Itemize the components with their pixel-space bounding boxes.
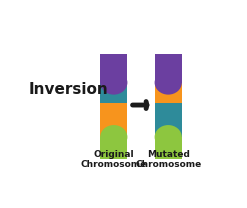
Bar bbox=[100, 71, 127, 83]
Text: Original
Chromosome: Original Chromosome bbox=[81, 150, 147, 169]
Bar bbox=[155, 137, 182, 149]
Bar bbox=[155, 83, 182, 103]
Bar bbox=[100, 137, 127, 160]
Ellipse shape bbox=[100, 71, 127, 95]
Bar bbox=[155, 137, 182, 160]
Bar bbox=[155, 54, 182, 83]
Text: Mutated
Chromosome: Mutated Chromosome bbox=[135, 150, 201, 169]
Ellipse shape bbox=[155, 125, 182, 149]
Bar bbox=[100, 137, 127, 149]
Text: Inversion: Inversion bbox=[29, 82, 109, 97]
Bar bbox=[100, 103, 127, 137]
Ellipse shape bbox=[155, 71, 182, 95]
Bar bbox=[100, 83, 127, 103]
Ellipse shape bbox=[100, 125, 127, 149]
Bar bbox=[100, 54, 127, 83]
Bar bbox=[155, 103, 182, 137]
Bar bbox=[155, 71, 182, 83]
